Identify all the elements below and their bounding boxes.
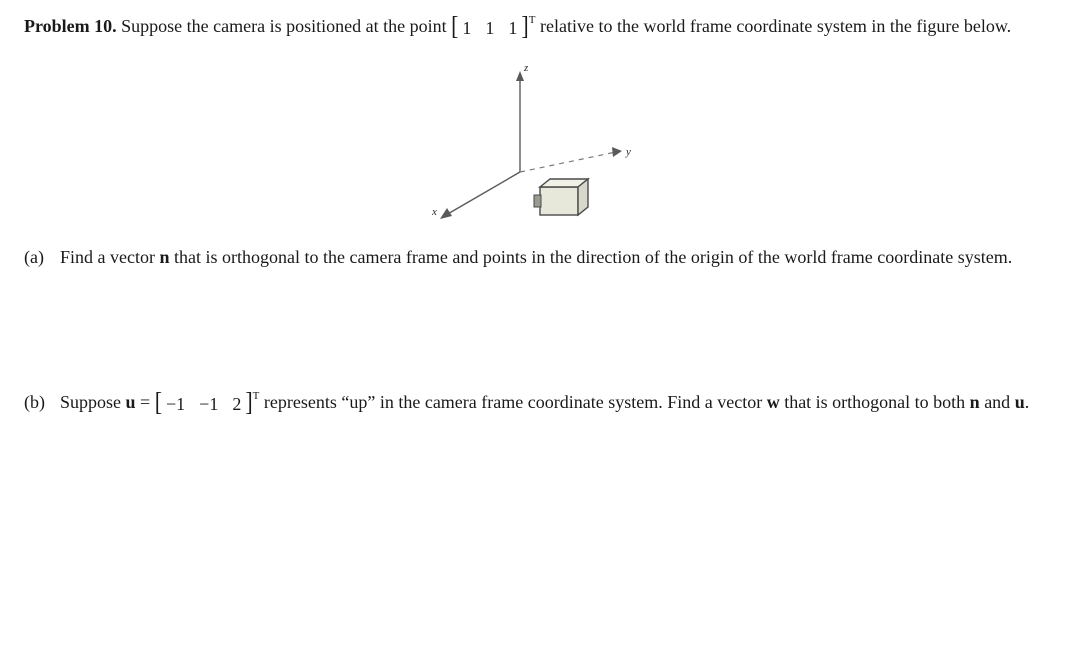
text: Find a vector [60, 247, 159, 267]
problem-label: Problem 10. [24, 16, 117, 36]
u-vector: [−1−12] [155, 392, 253, 416]
coordinate-figure: z y x [390, 57, 690, 227]
vector-entries: −1 −1 2 [162, 392, 245, 416]
part-b-body: Suppose u = [−1−12]T represents “up” in … [60, 390, 1056, 415]
vec-entry: −1 [199, 392, 218, 416]
z-axis-label: z [523, 62, 529, 74]
right-bracket-icon: ] [245, 390, 252, 414]
part-b-label: (b) [24, 390, 52, 415]
y-axis [520, 152, 616, 172]
y-axis-label: y [625, 146, 631, 158]
z-arrowhead-icon [516, 71, 524, 81]
vector-n: n [159, 247, 169, 267]
vec-entry: 1 [485, 16, 494, 40]
x-arrowhead-icon [440, 208, 452, 219]
part-a-label: (a) [24, 245, 52, 269]
vector-u: u [126, 392, 136, 412]
vector-u: u [1015, 392, 1025, 412]
transpose-superscript: T [529, 14, 536, 26]
page: Problem 10. Suppose the camera is positi… [0, 0, 1080, 439]
text: Suppose [60, 392, 126, 412]
x-axis [446, 172, 520, 215]
figure: z y x [24, 57, 1056, 227]
camera-icon [534, 179, 588, 215]
intro-suffix: relative to the world frame coordinate s… [540, 16, 1011, 36]
vec-entry: 2 [232, 392, 241, 416]
vector-n: n [970, 392, 980, 412]
left-bracket-icon: [ [155, 390, 162, 414]
part-a: (a) Find a vector n that is orthogonal t… [24, 245, 1056, 269]
text: that is orthogonal to the camera frame a… [170, 247, 1013, 267]
y-arrowhead-icon [612, 147, 622, 157]
camera-point-vector: [111] [451, 16, 529, 40]
answer-space-a [24, 270, 1056, 390]
vector-w: w [767, 392, 780, 412]
text: represents “up” in the camera frame coor… [259, 392, 766, 412]
vec-entry: −1 [166, 392, 185, 416]
part-a-body: Find a vector n that is orthogonal to th… [60, 245, 1056, 269]
text: = [136, 392, 155, 412]
vec-entry: 1 [508, 16, 517, 40]
left-bracket-icon: [ [451, 14, 458, 38]
intro-prefix: Suppose the camera is positioned at the … [121, 16, 451, 36]
x-axis-label: x [431, 206, 437, 218]
camera-front [540, 187, 578, 215]
text: and [980, 392, 1015, 412]
vec-entry: 1 [462, 16, 471, 40]
text: that is orthogonal to both [780, 392, 970, 412]
part-b: (b) Suppose u = [−1−12]T represents “up”… [24, 390, 1056, 415]
vector-entries: 111 [458, 16, 521, 40]
right-bracket-icon: ] [521, 14, 528, 38]
problem-statement: Problem 10. Suppose the camera is positi… [24, 14, 1056, 39]
text: . [1025, 392, 1030, 412]
camera-lens [534, 195, 541, 207]
transpose-superscript: T [253, 390, 260, 402]
